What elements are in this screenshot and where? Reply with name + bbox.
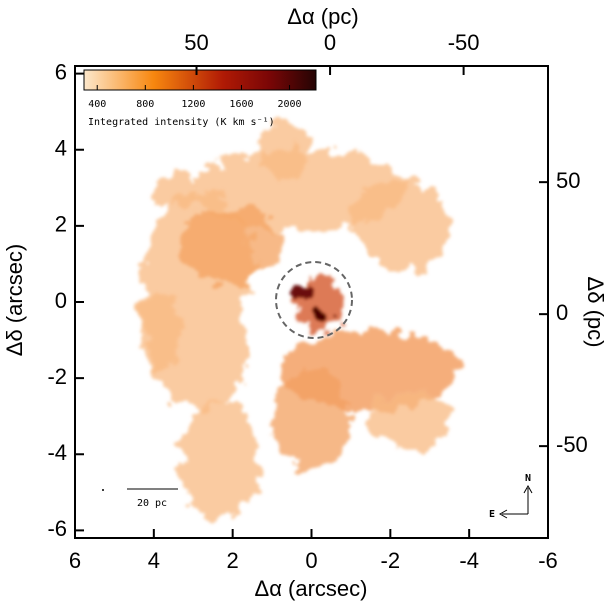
x-tick-label: -4 xyxy=(459,548,479,573)
y2-tick-label: 50 xyxy=(556,168,580,193)
y2-tick-label: 0 xyxy=(556,300,568,325)
x2-tick-label: 0 xyxy=(324,30,336,55)
colorbar xyxy=(83,69,317,91)
y-axis-label: Δδ (arcsec) xyxy=(2,244,27,357)
compass xyxy=(498,484,533,519)
colorbar-tick-label: 1600 xyxy=(229,99,253,110)
y2-tick-label: -50 xyxy=(556,432,588,457)
y-tick-label: 6 xyxy=(55,59,67,84)
north-label: N xyxy=(525,473,531,484)
colorbar-tick-label: 800 xyxy=(136,99,154,110)
colorbar-tick-label: 400 xyxy=(88,99,106,110)
y-tick-label: 4 xyxy=(55,136,67,161)
x-tick-label: 0 xyxy=(305,548,317,573)
colorbar-tick-label: 2000 xyxy=(278,99,302,110)
x-tick-label: 4 xyxy=(148,548,160,573)
x2-axis-label: Δα (pc) xyxy=(287,4,358,29)
scale-bar-label: 20 pc xyxy=(137,498,167,509)
aperture-circle xyxy=(275,261,353,339)
east-label: E xyxy=(489,509,495,520)
y2-axis-label: Δδ (pc) xyxy=(583,277,608,348)
x-tick-label: 6 xyxy=(69,548,81,573)
x-tick-label: 2 xyxy=(227,548,239,573)
x-tick-label: -6 xyxy=(538,548,558,573)
x2-tick-label: -50 xyxy=(448,30,480,55)
y-tick-label: 0 xyxy=(55,288,67,313)
x2-tick-label: 50 xyxy=(184,30,208,55)
colorbar-tick-label: 1200 xyxy=(181,99,205,110)
y-tick-label: -6 xyxy=(47,516,67,541)
y-tick-label: -2 xyxy=(47,364,67,389)
y-tick-label: -4 xyxy=(47,440,67,465)
x-tick-label: -2 xyxy=(381,548,401,573)
dot xyxy=(102,489,104,491)
colorbar-label: Integrated intensity (K km s⁻¹) xyxy=(88,117,275,128)
x-axis-label: Δα (arcsec) xyxy=(255,576,368,601)
emission-map xyxy=(140,120,460,520)
y-tick-label: 2 xyxy=(55,212,67,237)
